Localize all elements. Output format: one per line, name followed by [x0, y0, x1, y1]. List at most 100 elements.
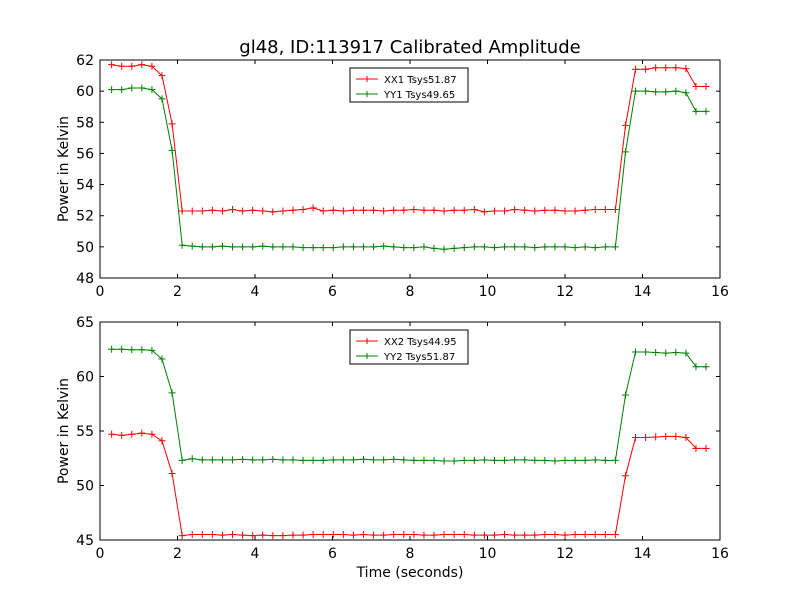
data-point-marker	[158, 437, 166, 445]
data-point-marker	[682, 89, 690, 97]
data-point-marker	[218, 456, 226, 464]
y-tick-label: 50	[76, 240, 94, 256]
data-point-marker	[642, 87, 650, 95]
data-point-marker	[299, 456, 307, 464]
chart-panel-1: 0 2 4 6 8 10 12 14 16 48 50 52 54 56 58 60 62 Power in Ke…	[56, 53, 729, 300]
data-point-marker	[591, 244, 599, 252]
data-point-marker	[581, 243, 589, 251]
data-point-marker	[279, 456, 287, 464]
data-point-marker	[571, 456, 579, 464]
data-point-marker	[541, 206, 549, 214]
y-tick-label: 60	[76, 370, 94, 386]
data-point-marker	[692, 82, 700, 90]
data-point-marker	[390, 206, 398, 214]
data-point-marker	[561, 243, 569, 251]
data-point-marker	[289, 206, 297, 214]
data-point-marker	[501, 531, 509, 539]
data-point-marker	[400, 244, 408, 252]
data-point-marker	[299, 205, 307, 213]
data-point-marker	[118, 431, 126, 439]
data-point-marker	[329, 531, 337, 539]
data-point-marker	[702, 444, 710, 452]
y-axis-label: Power in Kelvin	[56, 116, 72, 222]
legend-marker	[364, 353, 370, 359]
data-point-marker	[339, 243, 347, 251]
data-point-marker	[561, 456, 569, 464]
data-point-marker	[329, 206, 337, 214]
data-point-marker	[621, 148, 629, 156]
x-tick-label: 8	[406, 284, 415, 300]
data-point-marker	[531, 531, 539, 539]
legend-box	[349, 67, 469, 103]
legend-marker	[364, 91, 370, 97]
data-point-marker	[692, 444, 700, 452]
data-point-marker	[450, 244, 458, 252]
data-point-marker	[571, 244, 579, 252]
data-point-marker	[420, 456, 428, 464]
data-point-marker	[158, 95, 166, 103]
data-point-marker	[249, 206, 257, 214]
data-point-marker	[702, 82, 710, 90]
data-point-marker	[360, 531, 367, 539]
data-point-marker	[430, 206, 438, 214]
data-point-marker	[460, 531, 468, 539]
data-point-marker	[168, 120, 176, 128]
data-point-marker	[430, 244, 438, 252]
data-point-marker	[440, 457, 448, 465]
data-point-marker	[682, 349, 690, 357]
data-point-marker	[561, 207, 569, 215]
data-point-marker	[632, 65, 640, 73]
data-point-marker	[400, 206, 408, 214]
data-point-marker	[360, 455, 367, 463]
data-point-marker	[511, 205, 519, 213]
data-point-marker	[672, 349, 680, 357]
data-point-marker	[239, 243, 247, 251]
data-point-marker	[551, 243, 559, 251]
x-tick-label: 4	[251, 546, 260, 562]
x-tick-label: 16	[711, 546, 729, 562]
data-point-marker	[521, 456, 529, 464]
x-tick-label: 10	[479, 546, 497, 562]
data-point-marker	[269, 532, 277, 540]
data-point-marker	[118, 62, 126, 70]
data-point-marker	[430, 531, 438, 539]
y-tick-label: 55	[76, 424, 94, 440]
data-point-marker	[370, 531, 378, 539]
data-point-marker	[108, 345, 116, 353]
data-point-marker	[108, 430, 116, 438]
data-point-marker	[632, 434, 640, 442]
data-point-marker	[490, 531, 498, 539]
data-point-marker	[571, 207, 579, 215]
data-point-marker	[551, 206, 559, 214]
data-point-marker	[601, 205, 609, 213]
data-point-marker	[259, 207, 267, 215]
data-point-marker	[249, 456, 257, 464]
data-point-marker	[571, 531, 579, 539]
data-point-marker	[138, 429, 146, 437]
y-tick-label: 60	[76, 84, 94, 100]
data-point-marker	[339, 207, 347, 215]
x-tick-label: 14	[634, 284, 652, 300]
data-point-marker	[521, 206, 529, 214]
data-point-marker	[692, 363, 700, 371]
data-point-marker	[118, 345, 126, 353]
x-tick-label: 0	[96, 284, 105, 300]
data-point-marker	[551, 457, 559, 465]
data-point-marker	[632, 87, 640, 95]
data-point-marker	[611, 456, 619, 464]
data-point-marker	[229, 531, 237, 539]
data-point-marker	[198, 243, 206, 251]
legend-label: YY2 Tsys51.87	[383, 352, 455, 363]
data-point-marker	[480, 243, 488, 251]
data-point-marker	[309, 531, 317, 539]
data-point-marker	[178, 207, 186, 215]
x-axis-label: Time (seconds)	[356, 565, 464, 581]
data-point-marker	[239, 531, 247, 539]
data-point-marker	[188, 242, 196, 250]
data-point-marker	[239, 455, 247, 463]
data-point-marker	[611, 531, 619, 539]
data-point-marker	[138, 61, 146, 69]
chart-panel-2: 0 2 4 6 8 10 12 14 16 45 50 55 60 65 Power in Kelvin Ti…	[56, 315, 729, 581]
data-point-marker	[218, 531, 226, 539]
data-point-marker	[319, 207, 327, 215]
